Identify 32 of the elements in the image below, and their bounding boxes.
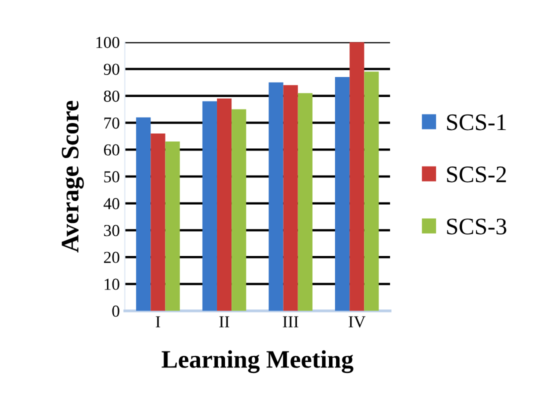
y-tick-label: 30	[104, 224, 120, 236]
bar	[268, 82, 284, 311]
x-tick-label: II	[219, 316, 230, 328]
bar	[202, 101, 217, 311]
bar	[350, 42, 364, 311]
bar	[298, 93, 312, 311]
bar	[364, 72, 379, 311]
bar	[136, 117, 151, 311]
x-tick-label: III	[282, 316, 298, 328]
y-tick-label: 10	[104, 278, 120, 290]
y-tick-label: 40	[104, 198, 120, 210]
bar	[283, 85, 298, 311]
bar	[232, 109, 246, 311]
bar	[216, 98, 232, 311]
y-tick-label: 50	[104, 171, 120, 182]
x-tick-label: I	[156, 316, 160, 328]
legend-label: SCS-2	[447, 166, 506, 182]
y-tick-label: 20	[104, 252, 120, 264]
legend-label: SCS-1	[447, 114, 506, 130]
bar	[150, 133, 166, 311]
y-tick-label: 80	[104, 90, 120, 102]
y-axis-title: Average Score	[62, 100, 84, 252]
y-tick-label: 70	[104, 117, 120, 129]
bar	[165, 142, 180, 311]
y-tick-label: 100	[96, 36, 120, 48]
y-tick-label: 90	[104, 64, 120, 75]
x-axis-title: Learning Meeting	[162, 350, 354, 374]
legend-label: SCS-3	[447, 218, 506, 234]
bar	[335, 77, 350, 311]
y-tick-label: 60	[104, 144, 120, 156]
x-tick-label: IV	[348, 316, 366, 328]
y-tick-label: 0	[112, 306, 120, 317]
